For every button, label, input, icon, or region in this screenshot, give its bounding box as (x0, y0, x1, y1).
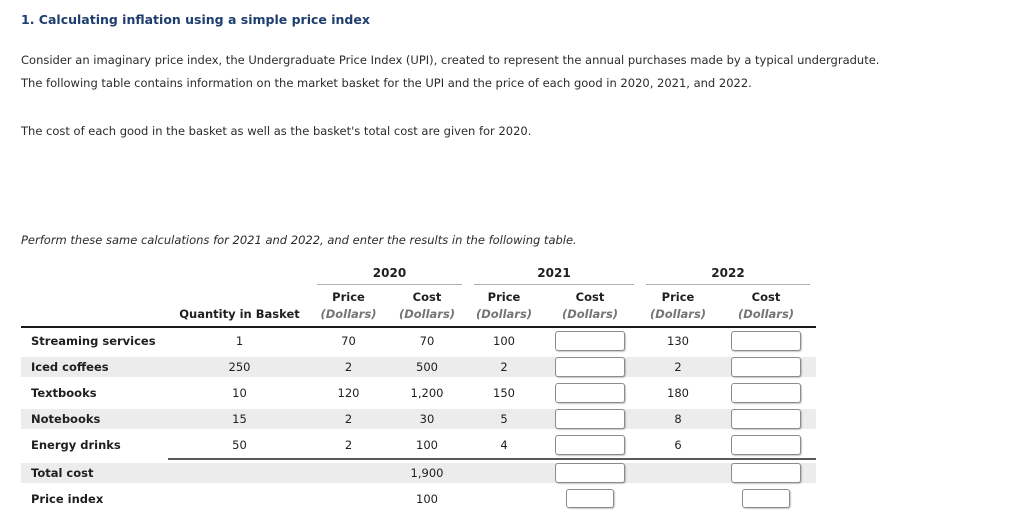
cost-2021-input-energy-drinks[interactable] (555, 435, 625, 455)
item-label: Streaming services (21, 328, 168, 354)
price-index-row: Price index 100 (21, 486, 816, 511)
cost-2022-input-streaming-services[interactable] (731, 331, 801, 351)
item-label: Energy drinks (21, 432, 168, 458)
cost-2022-input-energy-drinks[interactable] (731, 435, 801, 455)
year-header-row: 2020 2021 2022 (21, 266, 816, 285)
price-2021-value: 150 (468, 380, 540, 406)
table-row-textbooks: Textbooks 10 120 1,200 150 180 (21, 380, 816, 406)
units-header-row: Quantity in Basket (Dollars) (Dollars) (… (21, 305, 816, 328)
quantity-header: Quantity in Basket (168, 305, 311, 328)
intro-line-1: Consider an imaginary price index, the U… (21, 53, 880, 67)
cost-2020-value: 1,200 (386, 380, 468, 406)
table-row-energy-drinks: Energy drinks 50 2 100 4 6 (21, 432, 816, 458)
unit-label: (Dollars) (640, 305, 716, 328)
year-header-2021: 2021 (468, 266, 640, 285)
cost-2020-value: 30 (386, 406, 468, 432)
total-cost-row: Total cost 1,900 (21, 460, 816, 486)
price-2021-value: 2 (468, 354, 540, 380)
price-2020-value: 2 (311, 354, 386, 380)
price-2020-value: 2 (311, 432, 386, 458)
cost-2021-input-iced-coffees[interactable] (555, 357, 625, 377)
unit-label: (Dollars) (311, 305, 386, 328)
year-header-2022: 2022 (640, 266, 816, 285)
cost-2022-input-textbooks[interactable] (731, 383, 801, 403)
given-cost-text: The cost of each good in the basket as w… (21, 124, 532, 138)
total-cost-2022-input[interactable] (731, 463, 801, 483)
quantity-value: 250 (168, 354, 311, 380)
price-2022-value: 6 (640, 432, 716, 458)
price-index-2022-input[interactable] (742, 489, 790, 508)
item-label: Notebooks (21, 406, 168, 432)
price-2022-value: 180 (640, 380, 716, 406)
price-2020-value: 2 (311, 406, 386, 432)
price-2021-value: 100 (468, 328, 540, 354)
price-index-2021-input[interactable] (566, 489, 614, 508)
price-2022-value: 2 (640, 354, 716, 380)
total-cost-label: Total cost (21, 460, 168, 486)
table-row-streaming-services: Streaming services 1 70 70 100 130 (21, 328, 816, 354)
total-cost-2021-input[interactable] (555, 463, 625, 483)
price-2021-value: 4 (468, 432, 540, 458)
page-title: 1. Calculating inflation using a simple … (21, 12, 370, 27)
table-row-iced-coffees: Iced coffees 250 2 500 2 2 (21, 354, 816, 380)
instruction-text: Perform these same calculations for 2021… (21, 233, 577, 247)
quantity-value: 15 (168, 406, 311, 432)
intro-paragraph: Consider an imaginary price index, the U… (21, 49, 1024, 95)
price-2020-header: Price (332, 290, 365, 304)
cost-2020-value: 500 (386, 354, 468, 380)
price-2022-value: 130 (640, 328, 716, 354)
price-index-label: Price index (21, 486, 168, 511)
price-index-2020-value: 100 (386, 486, 468, 511)
total-separator-line (21, 458, 816, 460)
unit-label: (Dollars) (386, 305, 468, 328)
quantity-value: 10 (168, 380, 311, 406)
cost-2021-input-notebooks[interactable] (555, 409, 625, 429)
cost-2020-value: 100 (386, 432, 468, 458)
price-2020-value: 120 (311, 380, 386, 406)
item-label: Iced coffees (21, 354, 168, 380)
quantity-value: 1 (168, 328, 311, 354)
quantity-value: 50 (168, 432, 311, 458)
price-2020-value: 70 (311, 328, 386, 354)
cost-2021-header: Cost (575, 290, 605, 304)
unit-label: (Dollars) (716, 305, 816, 328)
price-cost-header-row: Price Cost Price Cost Price Cost (21, 285, 816, 305)
cost-2020-header: Cost (412, 290, 442, 304)
upi-table: 2020 2021 2022 Price Cost Price Cost Pri… (21, 266, 816, 511)
cost-2021-input-textbooks[interactable] (555, 383, 625, 403)
total-cost-2020-value: 1,900 (386, 460, 468, 486)
intro-line-2: The following table contains information… (21, 76, 752, 90)
cost-2021-input-streaming-services[interactable] (555, 331, 625, 351)
price-2021-value: 5 (468, 406, 540, 432)
cost-2022-header: Cost (751, 290, 781, 304)
cost-2022-input-notebooks[interactable] (731, 409, 801, 429)
price-2022-value: 8 (640, 406, 716, 432)
price-2021-header: Price (487, 290, 521, 304)
unit-label: (Dollars) (540, 305, 640, 328)
table-row-notebooks: Notebooks 15 2 30 5 8 (21, 406, 816, 432)
cost-2020-value: 70 (386, 328, 468, 354)
unit-label: (Dollars) (468, 305, 540, 328)
item-label: Textbooks (21, 380, 168, 406)
year-header-2020: 2020 (311, 266, 468, 285)
price-2022-header: Price (661, 290, 695, 304)
cost-2022-input-iced-coffees[interactable] (731, 357, 801, 377)
